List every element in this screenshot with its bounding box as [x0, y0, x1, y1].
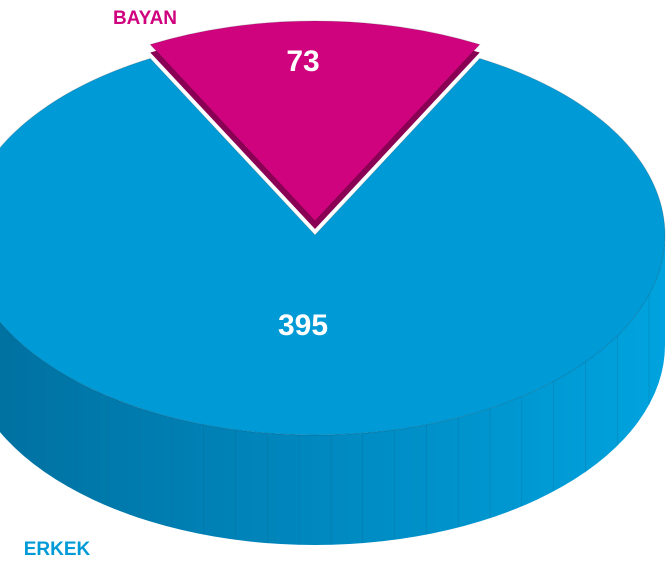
slice	[149, 20, 481, 222]
value-label: 395	[278, 309, 328, 342]
slice	[0, 57, 666, 436]
category-label: ERKEK	[24, 539, 91, 560]
value-label: 73	[286, 45, 319, 78]
category-label: BAYAN	[113, 8, 177, 29]
pie	[0, 20, 666, 545]
pie-side	[0, 235, 665, 545]
